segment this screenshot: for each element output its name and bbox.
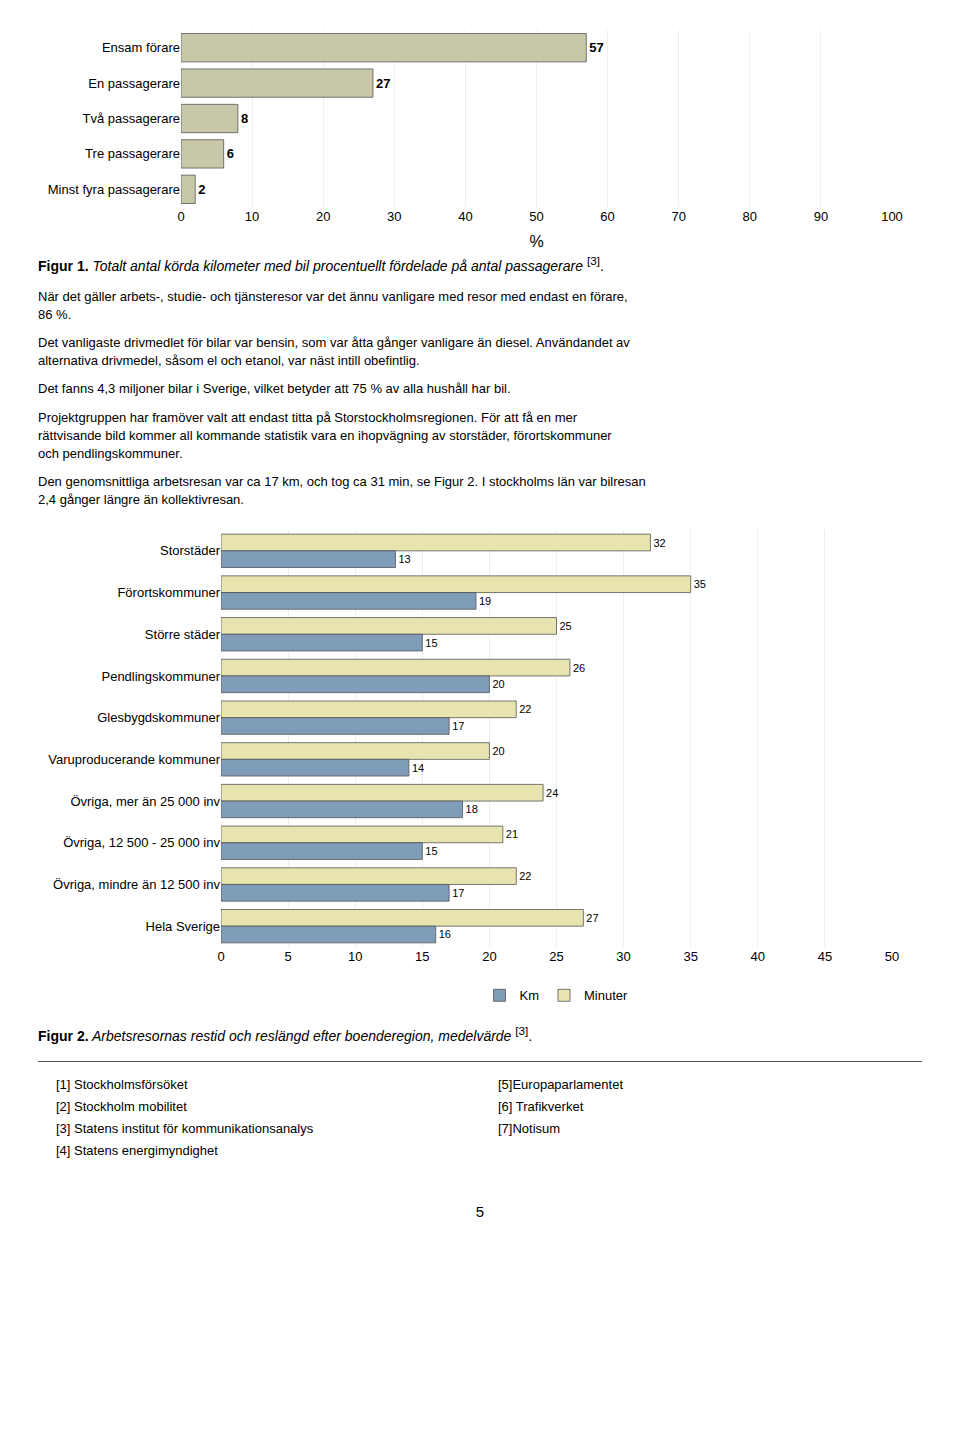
svg-text:8: 8 <box>241 111 248 126</box>
svg-text:Pendlingskommuner: Pendlingskommuner <box>101 668 220 683</box>
svg-text:50: 50 <box>529 209 543 224</box>
svg-text:10: 10 <box>348 949 362 964</box>
svg-text:0: 0 <box>217 949 224 964</box>
svg-text:20: 20 <box>492 678 504 690</box>
svg-text:Tre passagerare: Tre passagerare <box>85 146 180 161</box>
svg-text:Övriga, mer än 25 000 inv: Övriga, mer än 25 000 inv <box>70 793 220 808</box>
svg-text:Varuproducerande kommuner: Varuproducerande kommuner <box>48 751 220 766</box>
svg-text:35: 35 <box>683 949 697 964</box>
svg-text:Övriga, 12 500 - 25 000 inv: Övriga, 12 500 - 25 000 inv <box>63 835 220 850</box>
html-text:Den genomsnittliga arbetsresan: Den genomsnittliga arbetsresan var ca 17… <box>38 474 646 508</box>
svg-text:5: 5 <box>284 949 291 964</box>
svg-text:Hela Sverige: Hela Sverige <box>146 918 220 933</box>
svg-text:Förortskommuner: Förortskommuner <box>117 585 220 600</box>
svg-text:20: 20 <box>482 949 496 964</box>
html-text:[3] Statens institut för kommu: [3] Statens institut för kommunikationsa… <box>56 1121 314 1137</box>
svg-text:32: 32 <box>653 536 665 548</box>
svg-text:Ensam förare: Ensam förare <box>102 40 180 55</box>
svg-text:20: 20 <box>316 209 330 224</box>
svg-text:100: 100 <box>881 209 903 224</box>
html-text:Det vanligaste drivmedlet för: Det vanligaste drivmedlet för bilar var … <box>38 335 630 369</box>
html-text:[6] Trafikverket: [6] Trafikverket <box>498 1099 584 1115</box>
html-text:[1] Stockholmsförsöket: [1] Stockholmsförsöket <box>56 1077 188 1093</box>
svg-text:2: 2 <box>198 182 205 197</box>
svg-text:50: 50 <box>885 949 899 964</box>
svg-text:17: 17 <box>452 720 464 732</box>
svg-text:15: 15 <box>425 845 437 857</box>
svg-text:60: 60 <box>600 209 614 224</box>
svg-text:15: 15 <box>425 636 437 648</box>
svg-text:25: 25 <box>549 949 563 964</box>
svg-text:24: 24 <box>546 786 558 798</box>
svg-text:26: 26 <box>573 661 585 673</box>
svg-text:90: 90 <box>814 209 828 224</box>
svg-text:0: 0 <box>177 209 184 224</box>
html-text:5: 5 <box>475 1202 485 1220</box>
svg-text:21: 21 <box>506 828 518 840</box>
html-text:[5]Europaparlamentet: [5]Europaparlamentet <box>498 1077 623 1093</box>
svg-text:22: 22 <box>519 870 531 882</box>
svg-text:Minuter: Minuter <box>584 988 628 1003</box>
html-text:[7]Notisum: [7]Notisum <box>498 1121 561 1137</box>
svg-text:14: 14 <box>412 761 424 773</box>
svg-text:Minst fyra passagerare: Minst fyra passagerare <box>48 182 180 197</box>
html-text:[2] Stockholm mobilitet: [2] Stockholm mobilitet <box>56 1099 187 1115</box>
svg-text:22: 22 <box>519 703 531 715</box>
svg-text:18: 18 <box>466 803 478 815</box>
svg-text:%: % <box>529 233 543 250</box>
html-text:När det gäller arbets-, studie: När det gäller arbets-, studie- och tjän… <box>38 288 628 322</box>
svg-text:13: 13 <box>398 553 410 565</box>
svg-text:25: 25 <box>560 619 572 631</box>
svg-text:15: 15 <box>415 949 429 964</box>
svg-text:Övriga, mindre än 12 500 inv: Övriga, mindre än 12 500 inv <box>53 877 220 892</box>
svg-text:Glesbygdskommuner: Glesbygdskommuner <box>97 710 220 725</box>
svg-text:16: 16 <box>439 928 451 940</box>
svg-text:Två passagerare: Två passagerare <box>82 111 180 126</box>
html-text:Projektgruppen har framöver va: Projektgruppen har framöver valt att end… <box>38 409 612 461</box>
html-text:Figur 2. Arbetsresornas restid: Figur 2. Arbetsresornas restid och reslä… <box>38 1023 533 1044</box>
svg-text:40: 40 <box>751 949 765 964</box>
svg-text:En passagerare: En passagerare <box>88 76 180 91</box>
svg-text:45: 45 <box>818 949 832 964</box>
html-text:[4] Statens energimyndighet: [4] Statens energimyndighet <box>56 1143 218 1159</box>
svg-text:19: 19 <box>479 594 491 606</box>
svg-text:30: 30 <box>387 209 401 224</box>
svg-text:35: 35 <box>694 578 706 590</box>
svg-text:40: 40 <box>458 209 472 224</box>
svg-text:20: 20 <box>492 745 504 757</box>
svg-text:6: 6 <box>227 146 234 161</box>
svg-text:27: 27 <box>586 911 598 923</box>
svg-text:17: 17 <box>452 886 464 898</box>
svg-text:70: 70 <box>671 209 685 224</box>
svg-text:Km: Km <box>520 988 540 1003</box>
svg-text:Storstäder: Storstäder <box>160 543 221 558</box>
html-text:Det fanns 4,3 miljoner bilar i: Det fanns 4,3 miljoner bilar i Sverige, … <box>38 381 511 397</box>
svg-text:80: 80 <box>743 209 757 224</box>
svg-text:Större städer: Större städer <box>145 626 221 641</box>
svg-text:30: 30 <box>616 949 630 964</box>
svg-text:57: 57 <box>589 40 603 55</box>
html-text:Figur 1. Totalt antal körda ki: Figur 1. Totalt antal körda kilometer me… <box>38 254 604 274</box>
svg-text:27: 27 <box>376 76 390 91</box>
svg-text:10: 10 <box>245 209 259 224</box>
